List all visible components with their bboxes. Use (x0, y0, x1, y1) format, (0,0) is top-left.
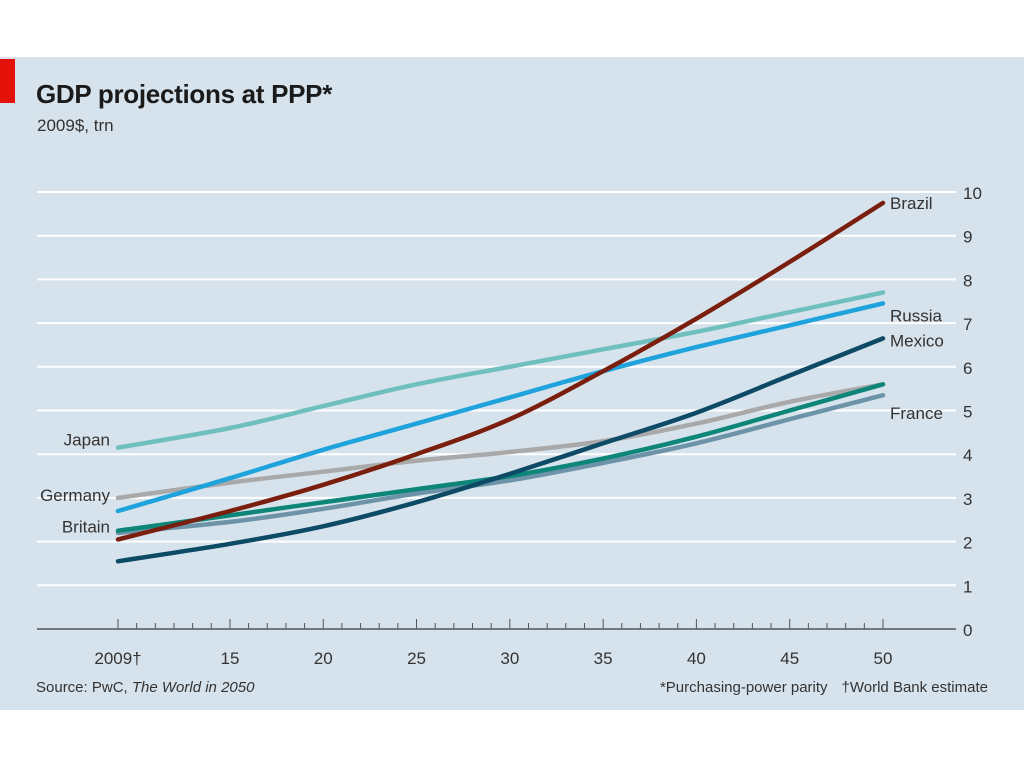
source-prefix: Source: PwC, (36, 679, 132, 696)
y-tick-label: 0 (963, 621, 972, 640)
series-line-russia (115, 301, 886, 514)
y-tick-label: 6 (963, 359, 972, 378)
x-tick-label: 50 (874, 649, 893, 668)
source-title: The World in 2050 (131, 679, 255, 696)
y-tick-label: 2 (963, 534, 972, 553)
series-line-japan (115, 290, 886, 450)
y-tick-label: 5 (963, 403, 972, 422)
y-tick-label: 10 (963, 184, 982, 203)
chart-title: GDP projections at PPP* (36, 79, 333, 109)
y-tick-label: 9 (963, 228, 972, 247)
x-tick-label: 25 (407, 649, 426, 668)
x-tick-label: 30 (500, 649, 519, 668)
y-tick-label: 1 (963, 577, 972, 596)
x-tick-label: 2009† (94, 649, 141, 668)
y-tick-labels: 0 1 2 3 4 5 6 7 8 9 10 (963, 184, 982, 640)
series-lines (115, 200, 886, 564)
x-tick-label: 45 (780, 649, 799, 668)
series-label-britain: Britain (62, 518, 110, 537)
series-label-germany: Germany (40, 486, 110, 505)
series-line-brazil (115, 200, 886, 542)
series-labels: Brazil Russia Mexico France Japan Germany Brit… (40, 194, 944, 537)
series-line-france (115, 392, 886, 536)
series-label-brazil: Brazil (890, 194, 933, 213)
source-note: Source: PwC, The World in 2050 (36, 679, 254, 696)
ppp-footnote: *Purchasing-power parity (659, 679, 828, 696)
y-tick-label: 4 (963, 446, 972, 465)
chart-subtitle: 2009$, trn (37, 116, 114, 135)
footnotes: *Purchasing-power parity †World Bank esti… (646, 679, 988, 696)
y-tick-label: 8 (963, 271, 972, 290)
series-label-france: France (890, 404, 943, 423)
x-tick-label: 35 (594, 649, 613, 668)
series-label-japan: Japan (64, 431, 110, 450)
accent-bar (0, 59, 15, 103)
x-tick-label: 20 (314, 649, 333, 668)
chart-panel (0, 57, 1024, 710)
x-axis (37, 619, 956, 630)
y-tick-label: 3 (963, 490, 972, 509)
x-tick-label: 15 (220, 649, 239, 668)
series-label-russia: Russia (890, 306, 943, 325)
x-tick-labels: 2009† 15 20 25 30 35 40 45 50 (94, 649, 892, 668)
series-line-mexico (115, 336, 886, 564)
series-line-germany (115, 382, 886, 501)
estimate-footnote: †World Bank estimate (841, 679, 988, 696)
x-tick-label: 40 (687, 649, 706, 668)
y-tick-label: 7 (963, 315, 972, 334)
series-label-mexico: Mexico (890, 331, 944, 350)
